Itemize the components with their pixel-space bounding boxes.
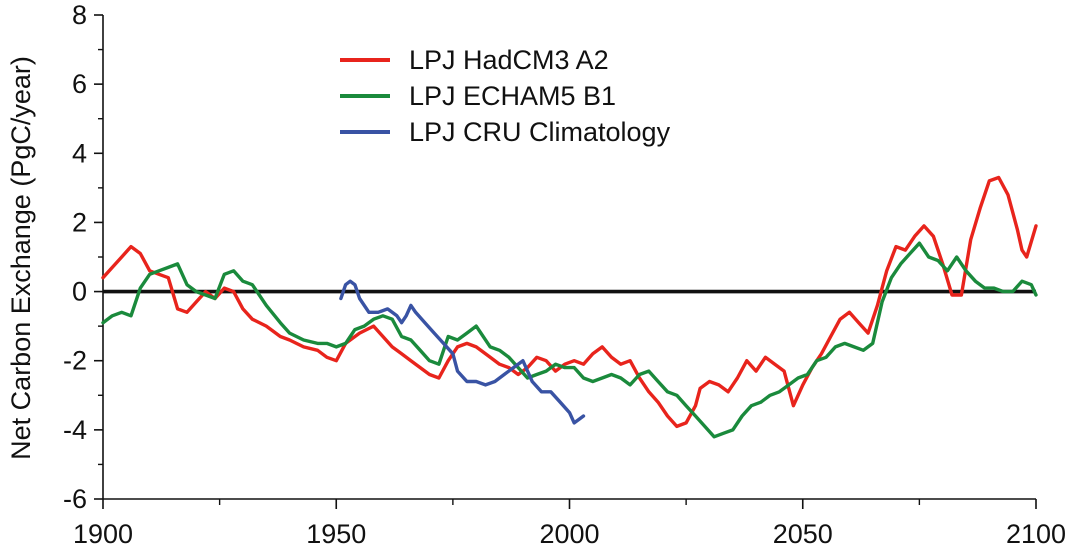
- y-tick-label: 6: [72, 69, 87, 99]
- y-tick-label: -6: [63, 484, 87, 514]
- x-tick-label: 2000: [539, 519, 599, 549]
- series-line-lpj-cru-climatology: [339, 279, 586, 425]
- y-axis-title: Net Carbon Exchange (PgC/year): [6, 56, 36, 460]
- x-axis: 1900 1950 2000 2050 2100: [73, 499, 1065, 549]
- legend-item: LPJ CRU Climatology: [340, 117, 671, 147]
- legend-item: LPJ HadCM3 A2: [340, 45, 609, 75]
- series-line-lpj-hadcm3-a2: [101, 175, 1038, 429]
- legend-label: LPJ ECHAM5 B1: [409, 81, 616, 111]
- series-lines: [101, 175, 1038, 439]
- legend-label: LPJ HadCM3 A2: [409, 45, 609, 75]
- x-tick-label: 1950: [306, 519, 366, 549]
- y-tick-label: 4: [72, 138, 87, 168]
- y-tick-label: -4: [63, 415, 87, 445]
- x-tick-label: 2100: [1006, 519, 1065, 549]
- y-axis: -6 -4 -2 0 2 4 6 8: [63, 0, 103, 514]
- x-tick-label: 2050: [773, 519, 833, 549]
- y-tick-label: -2: [63, 346, 87, 376]
- y-tick-label: 8: [72, 0, 87, 30]
- legend-label: LPJ CRU Climatology: [409, 117, 671, 147]
- y-tick-label: 0: [72, 277, 87, 307]
- legend-item: LPJ ECHAM5 B1: [340, 81, 616, 111]
- series-line-lpj-echam5-b1: [101, 241, 1038, 439]
- legend: LPJ HadCM3 A2 LPJ ECHAM5 B1 LPJ CRU Climat…: [340, 45, 671, 147]
- x-tick-label: 1900: [73, 519, 133, 549]
- y-tick-label: 2: [72, 207, 87, 237]
